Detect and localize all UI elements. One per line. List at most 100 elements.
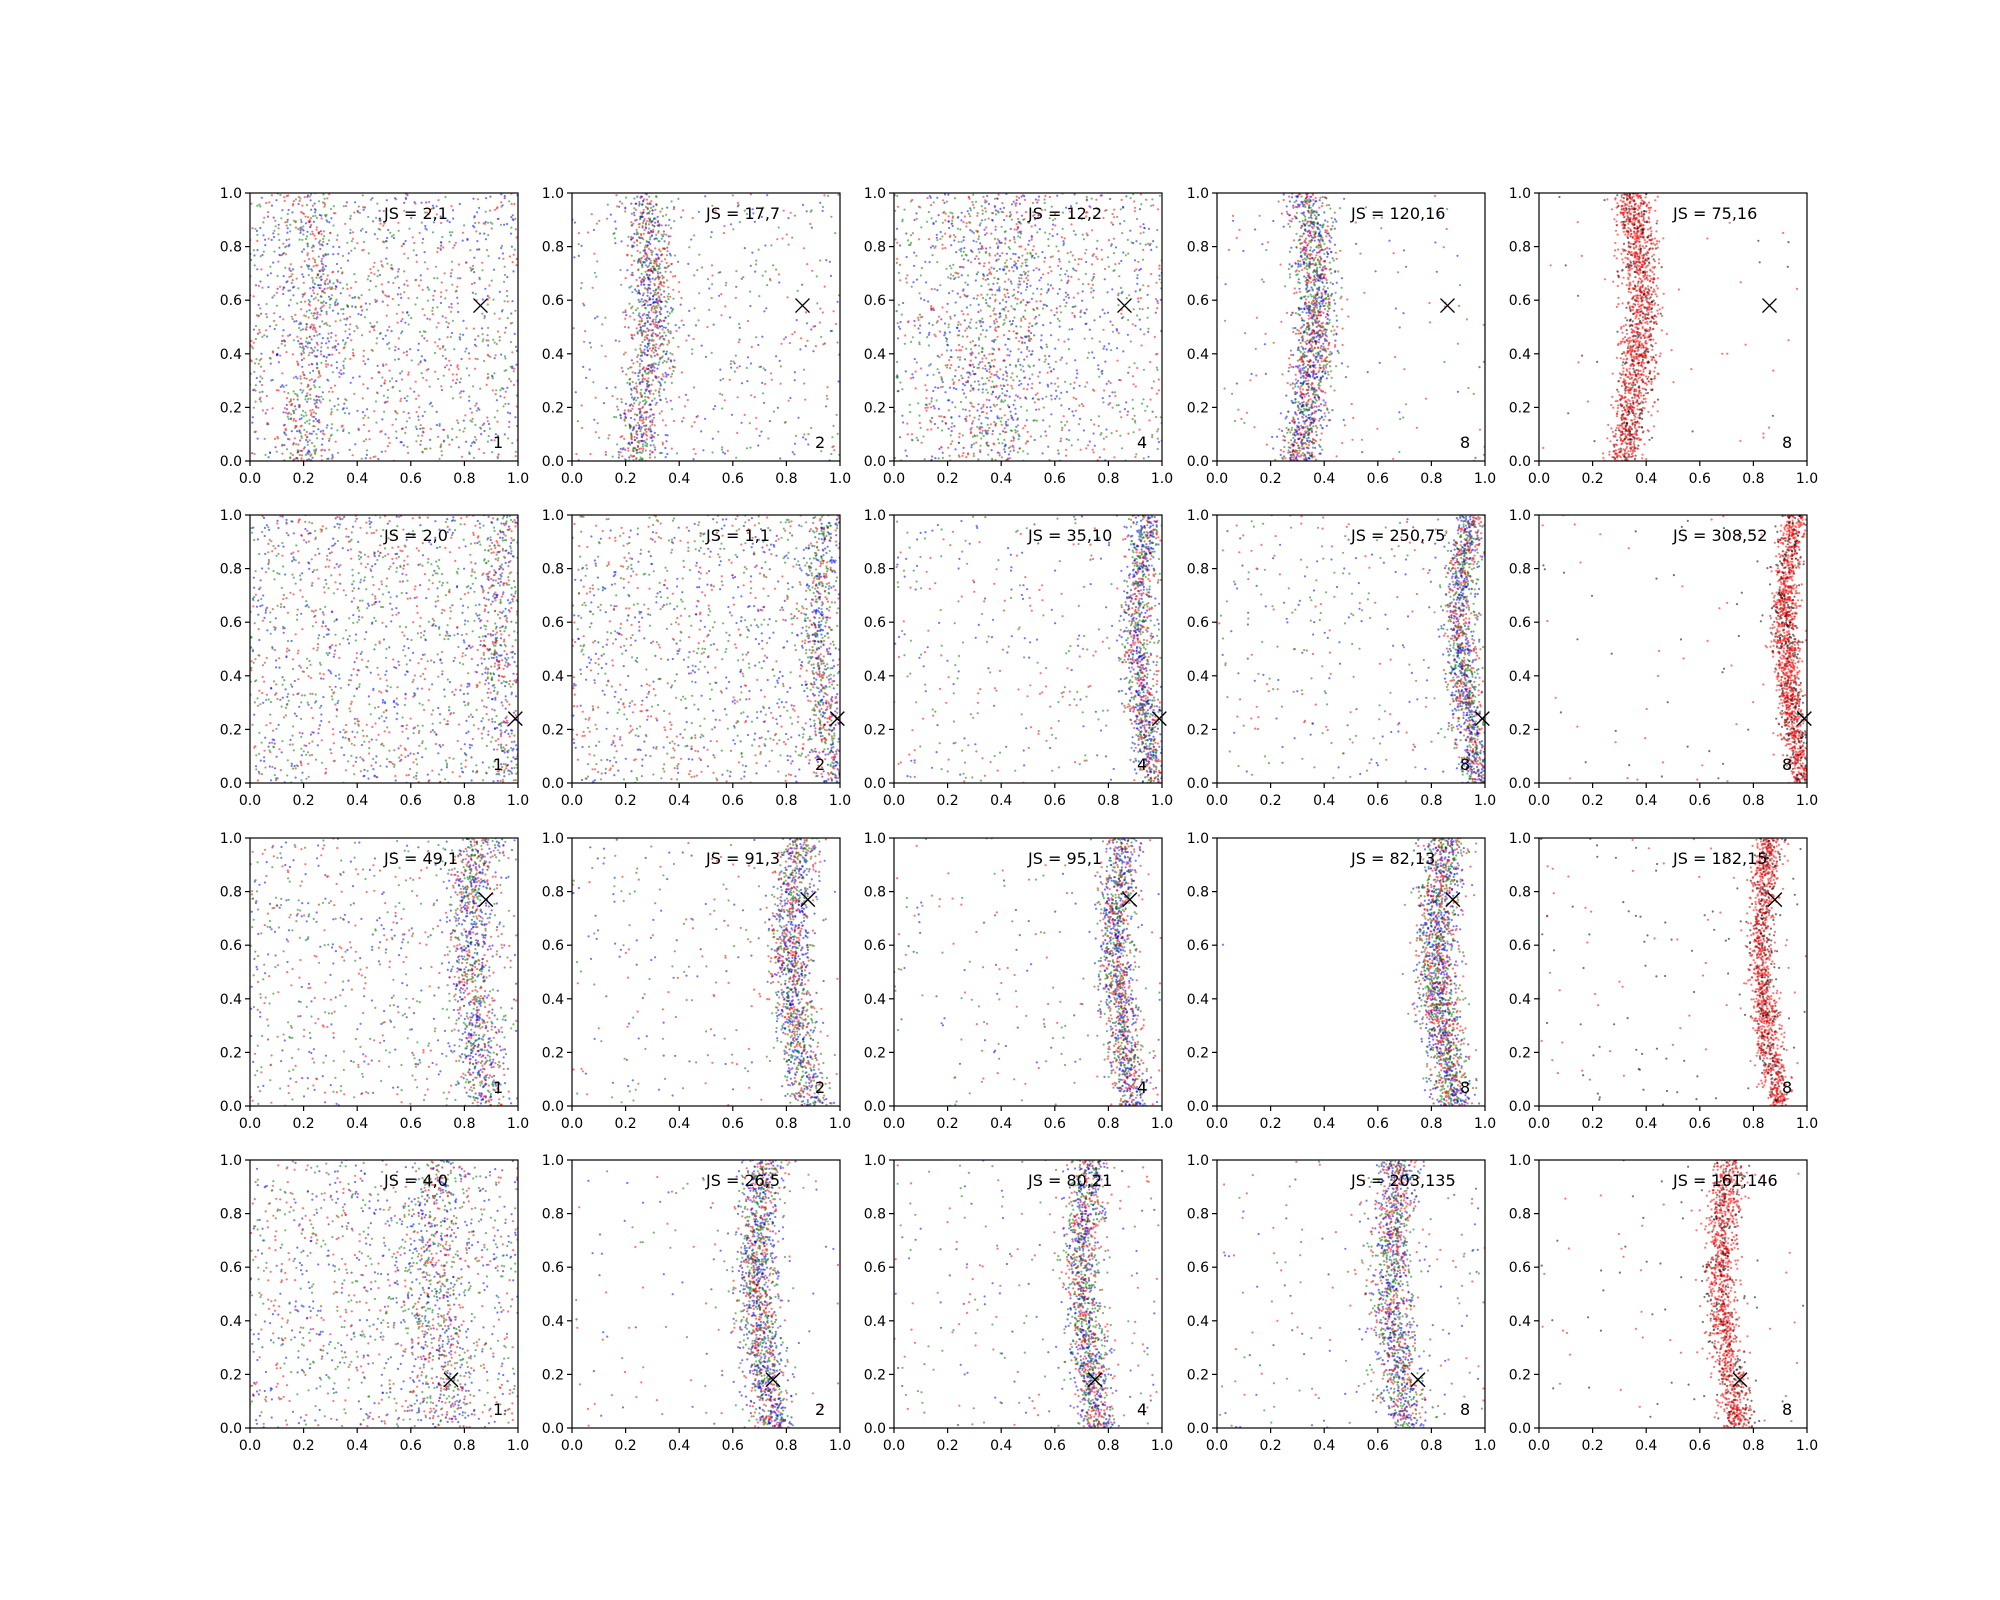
scatter-point bbox=[990, 372, 993, 376]
scatter-point bbox=[630, 441, 633, 444]
scatter-point bbox=[984, 233, 987, 236]
scatter-point bbox=[1062, 242, 1065, 245]
x-tick-label: 0.0 bbox=[239, 471, 261, 487]
scatter-point bbox=[293, 320, 296, 323]
scatter-point bbox=[657, 376, 660, 379]
scatter-point bbox=[948, 367, 952, 370]
scatter-point bbox=[507, 402, 510, 405]
scatter-point bbox=[300, 457, 303, 460]
scatter-point bbox=[378, 209, 381, 212]
scatter-point bbox=[643, 324, 647, 327]
scatter-point bbox=[316, 313, 319, 316]
scatter-point bbox=[644, 330, 647, 333]
scatter-point bbox=[468, 399, 471, 402]
scatter-point bbox=[784, 421, 787, 424]
scatter-point bbox=[950, 244, 953, 247]
scatter-point bbox=[506, 411, 510, 414]
scatter-point bbox=[653, 238, 656, 241]
scatter-point bbox=[1133, 206, 1137, 209]
scatter-point bbox=[788, 341, 792, 345]
scatter-point bbox=[657, 265, 661, 268]
scatter-point bbox=[404, 197, 408, 200]
scatter-point bbox=[655, 262, 658, 265]
scatter-point bbox=[421, 414, 424, 418]
scatter-point bbox=[491, 377, 494, 380]
scatter-point bbox=[1007, 418, 1010, 421]
scatter-point bbox=[648, 264, 651, 267]
scatter-point bbox=[721, 446, 724, 449]
scatter-point bbox=[288, 275, 291, 278]
scatter-point bbox=[616, 205, 619, 208]
scatter-point bbox=[474, 338, 477, 341]
scatter-point bbox=[986, 423, 989, 426]
scatter-point bbox=[647, 427, 650, 430]
scatter-point bbox=[513, 367, 516, 370]
scatter-point bbox=[1136, 274, 1139, 277]
scatter-point bbox=[662, 375, 665, 378]
scatter-point bbox=[803, 382, 806, 385]
scatter-point bbox=[1111, 288, 1114, 291]
scatter-point bbox=[383, 222, 386, 225]
scatter-point bbox=[987, 453, 990, 456]
scatter-point bbox=[660, 377, 663, 380]
scatter-point bbox=[821, 205, 825, 209]
scatter-point bbox=[284, 266, 287, 269]
scatter-point bbox=[1008, 247, 1012, 250]
scatter-point bbox=[253, 264, 256, 267]
scatter-point bbox=[1054, 397, 1057, 400]
scatter-point bbox=[1085, 248, 1088, 251]
scatter-point bbox=[650, 262, 653, 265]
scatter-point bbox=[320, 454, 323, 457]
scatter-point bbox=[665, 213, 668, 216]
scatter-point bbox=[662, 343, 665, 346]
scatter-point bbox=[983, 262, 986, 265]
scatter-point bbox=[285, 397, 289, 400]
scatter-point bbox=[638, 369, 642, 372]
scatter-point bbox=[1022, 218, 1025, 221]
scatter-point bbox=[376, 391, 379, 394]
scatter-point bbox=[292, 376, 295, 379]
scatter-point bbox=[1003, 322, 1006, 325]
scatter-point bbox=[503, 273, 507, 277]
scatter-point bbox=[282, 242, 285, 245]
scatter-point bbox=[661, 335, 664, 338]
scatter-point bbox=[1092, 356, 1096, 359]
scatter-point bbox=[600, 344, 603, 347]
scatter-point bbox=[637, 289, 641, 292]
x-tick-label: 0.2 bbox=[292, 471, 314, 487]
scatter-point bbox=[285, 408, 289, 411]
scatter-point bbox=[957, 321, 960, 324]
scatter-point bbox=[668, 252, 672, 255]
scatter-point bbox=[998, 268, 1002, 271]
scatter-point bbox=[640, 283, 643, 286]
scatter-point bbox=[932, 201, 935, 204]
scatter-point bbox=[1071, 410, 1074, 413]
scatter-point bbox=[383, 241, 386, 244]
scatter-point bbox=[1080, 309, 1083, 312]
scatter-point bbox=[1060, 279, 1063, 282]
scatter-point bbox=[605, 387, 608, 390]
scatter-point bbox=[460, 357, 463, 361]
scatter-point bbox=[981, 377, 984, 380]
scatter-point bbox=[764, 382, 767, 386]
scatter-point bbox=[612, 232, 615, 236]
scatter-point bbox=[299, 329, 302, 332]
scatter-point bbox=[650, 363, 653, 366]
scatter-point bbox=[419, 424, 422, 427]
scatter-point bbox=[982, 434, 985, 438]
scatter-point bbox=[511, 300, 514, 303]
scatter-point bbox=[672, 275, 675, 278]
scatter-point bbox=[677, 260, 680, 263]
scatter-point bbox=[994, 225, 997, 228]
scatter-point bbox=[329, 303, 332, 306]
scatter-point bbox=[288, 267, 291, 270]
scatter-point bbox=[480, 327, 484, 330]
scatter-point bbox=[686, 398, 689, 402]
scatter-point bbox=[486, 294, 489, 298]
scatter-point bbox=[1118, 262, 1121, 265]
scatter-point bbox=[277, 233, 280, 236]
scatter-point bbox=[383, 382, 386, 385]
scatter-point bbox=[656, 301, 659, 304]
scatter-point bbox=[930, 400, 933, 403]
scatter-point bbox=[719, 271, 722, 274]
